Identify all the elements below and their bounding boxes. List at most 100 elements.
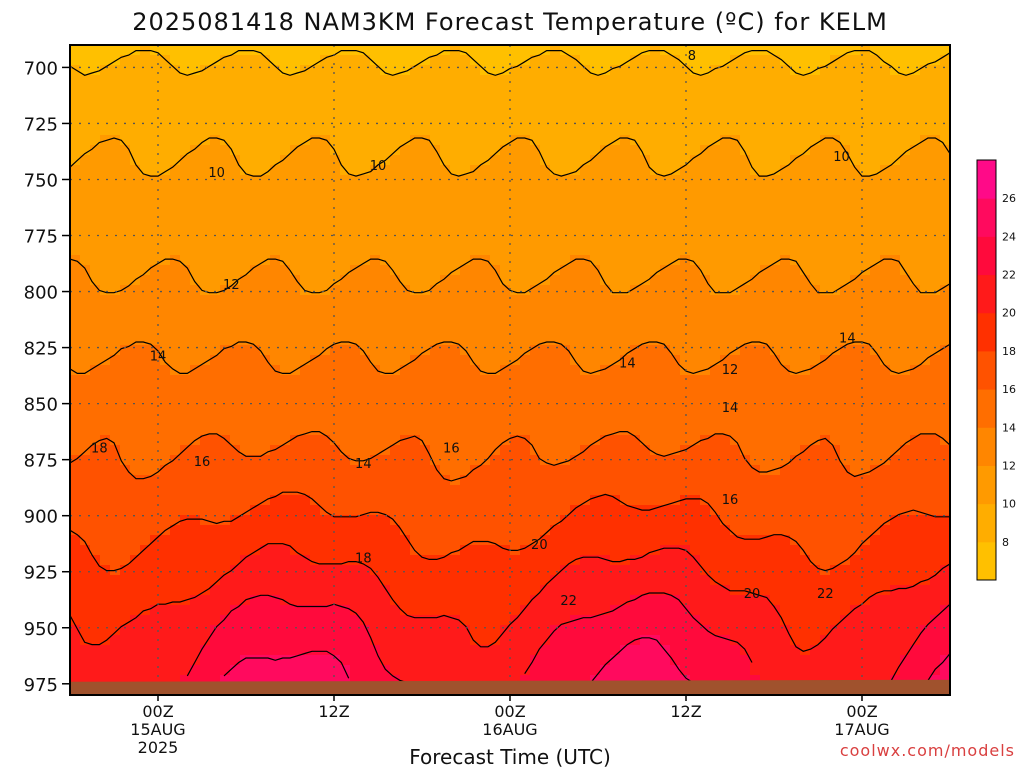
temperature-cell bbox=[780, 545, 791, 556]
temperature-cell bbox=[120, 535, 131, 546]
temperature-cell bbox=[800, 215, 811, 226]
temperature-cell bbox=[510, 135, 521, 146]
temperature-cell bbox=[640, 565, 651, 576]
temperature-cell bbox=[620, 595, 631, 606]
temperature-cell bbox=[610, 75, 621, 86]
temperature-cell bbox=[340, 495, 351, 506]
temperature-cell bbox=[330, 45, 341, 56]
temperature-cell bbox=[180, 445, 191, 456]
temperature-cell bbox=[750, 665, 761, 676]
temperature-cell bbox=[830, 385, 841, 396]
temperature-cell bbox=[760, 255, 771, 266]
temperature-cell bbox=[810, 135, 821, 146]
temperature-cell bbox=[460, 285, 471, 296]
temperature-cell bbox=[610, 585, 621, 596]
temperature-cell bbox=[190, 365, 201, 376]
temperature-cell bbox=[480, 215, 491, 226]
temperature-cell bbox=[300, 645, 311, 656]
temperature-cell bbox=[650, 475, 661, 486]
temperature-cell bbox=[700, 55, 711, 66]
temperature-cell bbox=[720, 505, 731, 516]
temperature-cell bbox=[750, 375, 761, 386]
temperature-cell bbox=[420, 625, 431, 636]
temperature-cell bbox=[250, 255, 261, 266]
temperature-cell bbox=[780, 275, 791, 286]
temperature-cell bbox=[620, 155, 631, 166]
temperature-cell bbox=[800, 605, 811, 616]
temperature-cell bbox=[440, 355, 451, 366]
temperature-cell bbox=[610, 285, 621, 296]
temperature-cell bbox=[350, 625, 361, 636]
temperature-cell bbox=[420, 615, 431, 626]
temperature-cell bbox=[810, 475, 821, 486]
temperature-cell bbox=[420, 345, 431, 356]
temperature-cell bbox=[430, 495, 441, 506]
temperature-cell bbox=[590, 115, 601, 126]
temperature-cell bbox=[660, 95, 671, 106]
temperature-cell bbox=[150, 545, 161, 556]
temperature-cell bbox=[200, 115, 211, 126]
temperature-cell bbox=[260, 635, 271, 646]
temperature-cell bbox=[270, 575, 281, 586]
temperature-cell bbox=[110, 245, 121, 256]
temperature-cell bbox=[140, 455, 151, 466]
temperature-cell bbox=[580, 505, 591, 516]
temperature-cell bbox=[330, 165, 341, 176]
temperature-cell bbox=[80, 145, 91, 156]
temperature-cell bbox=[570, 385, 581, 396]
temperature-cell bbox=[380, 365, 391, 376]
temperature-cell bbox=[450, 645, 461, 656]
temperature-cell bbox=[350, 445, 361, 456]
temperature-cell bbox=[130, 145, 141, 156]
temperature-cell bbox=[490, 115, 501, 126]
temperature-cell bbox=[320, 475, 331, 486]
temperature-cell bbox=[360, 675, 371, 686]
temperature-cell bbox=[230, 305, 241, 316]
temperature-cell bbox=[590, 365, 601, 376]
temperature-cell bbox=[100, 225, 111, 236]
temperature-cell bbox=[450, 495, 461, 506]
temperature-cell bbox=[390, 105, 401, 116]
temperature-cell bbox=[740, 335, 751, 346]
temperature-cell bbox=[450, 565, 461, 576]
temperature-cell bbox=[220, 75, 231, 86]
temperature-cell bbox=[480, 75, 491, 86]
temperature-cell bbox=[710, 315, 721, 326]
temperature-cell bbox=[260, 275, 271, 286]
temperature-cell bbox=[700, 295, 711, 306]
temperature-cell bbox=[620, 475, 631, 486]
temperature-cell bbox=[420, 245, 431, 256]
temperature-cell bbox=[130, 495, 141, 506]
temperature-cell bbox=[460, 245, 471, 256]
temperature-cell bbox=[800, 505, 811, 516]
temperature-cell bbox=[360, 185, 371, 196]
temperature-cell bbox=[660, 385, 671, 396]
temperature-cell bbox=[630, 475, 641, 486]
temperature-cell bbox=[450, 615, 461, 626]
temperature-cell bbox=[540, 65, 551, 76]
temperature-cell bbox=[340, 55, 351, 66]
temperature-cell bbox=[510, 105, 521, 116]
temperature-cell bbox=[470, 635, 481, 646]
temperature-cell bbox=[290, 665, 301, 676]
temperature-cell bbox=[80, 235, 91, 246]
temperature-cell bbox=[830, 495, 841, 506]
temperature-cell bbox=[360, 95, 371, 106]
temperature-cell bbox=[440, 425, 451, 436]
temperature-cell bbox=[780, 165, 791, 176]
temperature-cell bbox=[530, 225, 541, 236]
temperature-cell bbox=[790, 615, 801, 626]
temperature-cell bbox=[730, 365, 741, 376]
temperature-cell bbox=[140, 475, 151, 486]
temperature-cell bbox=[280, 145, 291, 156]
temperature-cell bbox=[270, 525, 281, 536]
temperature-cell bbox=[240, 165, 251, 176]
temperature-cell bbox=[410, 405, 421, 416]
temperature-cell bbox=[80, 135, 91, 146]
temperature-cell bbox=[610, 625, 621, 636]
temperature-cell bbox=[580, 115, 591, 126]
temperature-cell bbox=[300, 85, 311, 96]
temperature-cell bbox=[550, 415, 561, 426]
temperature-cell bbox=[730, 185, 741, 196]
